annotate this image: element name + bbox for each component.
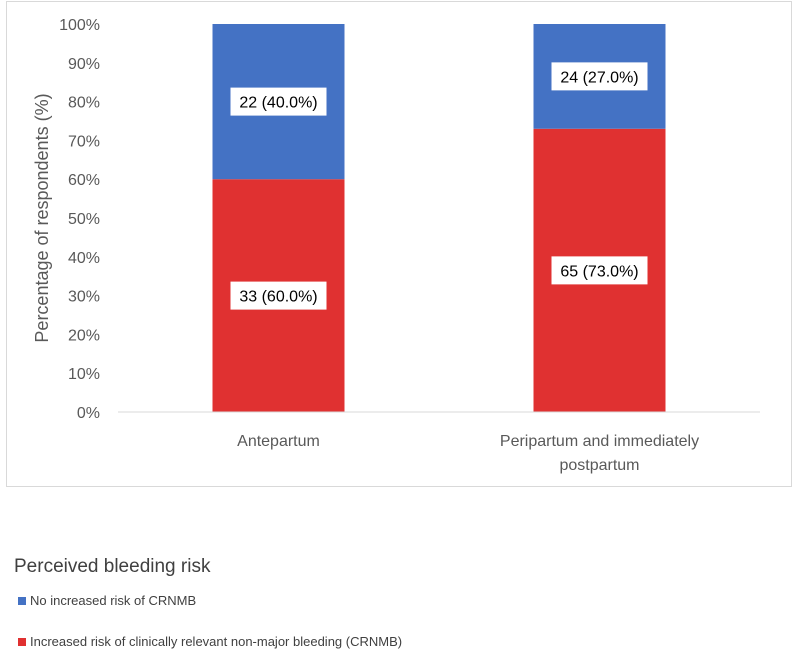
chart-frame: [6, 1, 792, 487]
data-label: 22 (40.0%): [239, 95, 317, 112]
data-label-box: [551, 62, 648, 91]
x-category-label: Antepartum: [237, 433, 320, 450]
y-tick-label: 70%: [68, 133, 100, 150]
y-tick-label: 80%: [68, 95, 100, 112]
y-axis-label: Percentage of respondents (%): [32, 93, 52, 342]
legend-title: Perceived bleeding risk: [14, 556, 211, 577]
y-tick-label: 100%: [59, 17, 100, 34]
data-label-box: [230, 87, 327, 116]
data-label-box: [551, 256, 648, 285]
y-tick-label: 0%: [77, 405, 100, 422]
y-tick-label: 90%: [68, 56, 100, 73]
x-category-label: Peripartum and immediately: [500, 433, 699, 450]
data-label-box: [230, 281, 327, 310]
legend-item-increased-risk: Increased risk of clinically relevant no…: [18, 634, 402, 649]
legend-label: Increased risk of clinically relevant no…: [30, 634, 403, 649]
legend-item-no-increased-risk: No increased risk of CRNMB: [18, 593, 196, 608]
x-category-label: postpartum: [559, 457, 639, 474]
data-label: 24 (27.0%): [560, 69, 638, 86]
y-tick-label: 20%: [68, 327, 100, 344]
data-label: 65 (73.0%): [560, 263, 638, 280]
legend-label: No increased risk of CRNMB: [30, 593, 197, 608]
legend-swatch-red: [18, 637, 26, 646]
y-tick-label: 60%: [68, 172, 100, 189]
y-tick-label: 50%: [68, 211, 100, 228]
y-tick-label: 30%: [68, 289, 100, 306]
stacked-bar-chart: 0% 10% 20% 30% 40% 50% 60% 70% 80% 90% 100% Percent…: [32, 17, 760, 474]
y-tick-label: 40%: [68, 250, 100, 267]
data-label: 33 (60.0%): [239, 289, 317, 306]
legend-swatch-blue: [18, 596, 26, 605]
y-tick-label: 10%: [68, 366, 100, 383]
